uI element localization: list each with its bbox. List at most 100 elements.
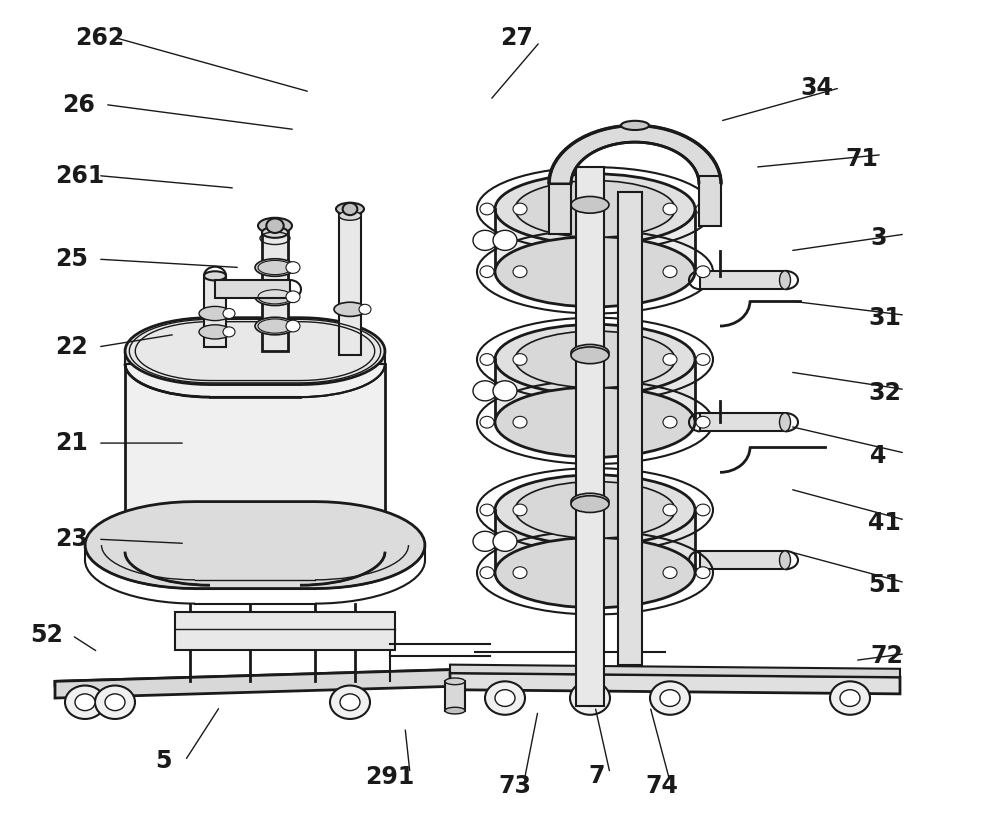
- Ellipse shape: [495, 237, 695, 307]
- Circle shape: [480, 266, 494, 278]
- Ellipse shape: [621, 121, 649, 130]
- Text: 74: 74: [645, 774, 678, 798]
- Circle shape: [580, 690, 600, 706]
- Ellipse shape: [779, 271, 790, 289]
- Circle shape: [480, 504, 494, 516]
- Circle shape: [663, 266, 677, 278]
- Polygon shape: [700, 413, 785, 431]
- Text: 31: 31: [868, 306, 901, 329]
- Text: 261: 261: [55, 164, 104, 187]
- Ellipse shape: [199, 324, 231, 339]
- Polygon shape: [175, 612, 395, 650]
- Circle shape: [223, 327, 235, 337]
- Text: 21: 21: [55, 431, 88, 455]
- Ellipse shape: [571, 196, 609, 213]
- Circle shape: [650, 681, 690, 715]
- Ellipse shape: [336, 202, 364, 215]
- Polygon shape: [495, 209, 695, 272]
- Ellipse shape: [495, 324, 695, 395]
- Text: 26: 26: [62, 93, 95, 116]
- Ellipse shape: [255, 259, 295, 276]
- Ellipse shape: [571, 344, 609, 361]
- Circle shape: [696, 416, 710, 428]
- Ellipse shape: [495, 538, 695, 608]
- Circle shape: [330, 686, 370, 719]
- Circle shape: [343, 203, 357, 215]
- Circle shape: [473, 381, 497, 401]
- Ellipse shape: [255, 317, 295, 334]
- Circle shape: [696, 504, 710, 516]
- Polygon shape: [55, 669, 480, 686]
- Ellipse shape: [262, 227, 288, 237]
- Circle shape: [286, 291, 300, 303]
- Polygon shape: [262, 226, 288, 351]
- Ellipse shape: [445, 707, 465, 714]
- Circle shape: [663, 416, 677, 428]
- Circle shape: [830, 681, 870, 715]
- Ellipse shape: [515, 482, 675, 538]
- Circle shape: [493, 230, 517, 251]
- Ellipse shape: [571, 347, 609, 364]
- Text: 72: 72: [870, 645, 903, 668]
- Polygon shape: [125, 364, 385, 552]
- Polygon shape: [495, 359, 695, 422]
- Circle shape: [493, 532, 517, 552]
- Ellipse shape: [445, 678, 465, 685]
- Circle shape: [570, 681, 610, 715]
- Ellipse shape: [779, 551, 790, 569]
- Text: 27: 27: [500, 26, 533, 49]
- Circle shape: [660, 690, 680, 706]
- Polygon shape: [55, 669, 480, 698]
- Circle shape: [696, 266, 710, 278]
- Polygon shape: [215, 280, 290, 298]
- Circle shape: [95, 686, 135, 719]
- Circle shape: [840, 690, 860, 706]
- Text: 4: 4: [870, 444, 886, 467]
- Text: 3: 3: [870, 227, 887, 250]
- Circle shape: [473, 532, 497, 552]
- Circle shape: [65, 686, 105, 719]
- Circle shape: [513, 203, 527, 215]
- Circle shape: [495, 690, 515, 706]
- Circle shape: [663, 567, 677, 579]
- Circle shape: [480, 567, 494, 579]
- Circle shape: [340, 694, 360, 711]
- Circle shape: [223, 308, 235, 319]
- Circle shape: [480, 416, 494, 428]
- Polygon shape: [339, 209, 361, 355]
- Polygon shape: [450, 665, 900, 677]
- Text: 291: 291: [365, 766, 414, 789]
- Ellipse shape: [495, 387, 695, 457]
- Circle shape: [696, 354, 710, 365]
- Polygon shape: [125, 318, 385, 385]
- Ellipse shape: [779, 413, 790, 431]
- Circle shape: [663, 203, 677, 215]
- Text: 262: 262: [75, 26, 124, 49]
- Circle shape: [473, 230, 497, 251]
- Circle shape: [513, 354, 527, 365]
- Text: 41: 41: [868, 511, 901, 534]
- Circle shape: [513, 416, 527, 428]
- Text: 23: 23: [55, 528, 88, 551]
- Ellipse shape: [495, 475, 695, 545]
- Circle shape: [480, 354, 494, 365]
- Ellipse shape: [334, 302, 366, 316]
- Ellipse shape: [515, 181, 675, 237]
- Circle shape: [485, 681, 525, 715]
- Ellipse shape: [571, 493, 609, 510]
- Text: 22: 22: [55, 335, 88, 359]
- Circle shape: [663, 504, 677, 516]
- Polygon shape: [85, 502, 425, 589]
- Circle shape: [513, 567, 527, 579]
- Circle shape: [696, 567, 710, 579]
- Circle shape: [286, 262, 300, 273]
- Polygon shape: [576, 167, 604, 706]
- Ellipse shape: [495, 174, 695, 244]
- Circle shape: [359, 304, 371, 314]
- Circle shape: [513, 504, 527, 516]
- Ellipse shape: [571, 496, 609, 512]
- Circle shape: [493, 381, 517, 401]
- Text: 25: 25: [55, 247, 88, 271]
- Circle shape: [663, 354, 677, 365]
- Ellipse shape: [339, 211, 361, 220]
